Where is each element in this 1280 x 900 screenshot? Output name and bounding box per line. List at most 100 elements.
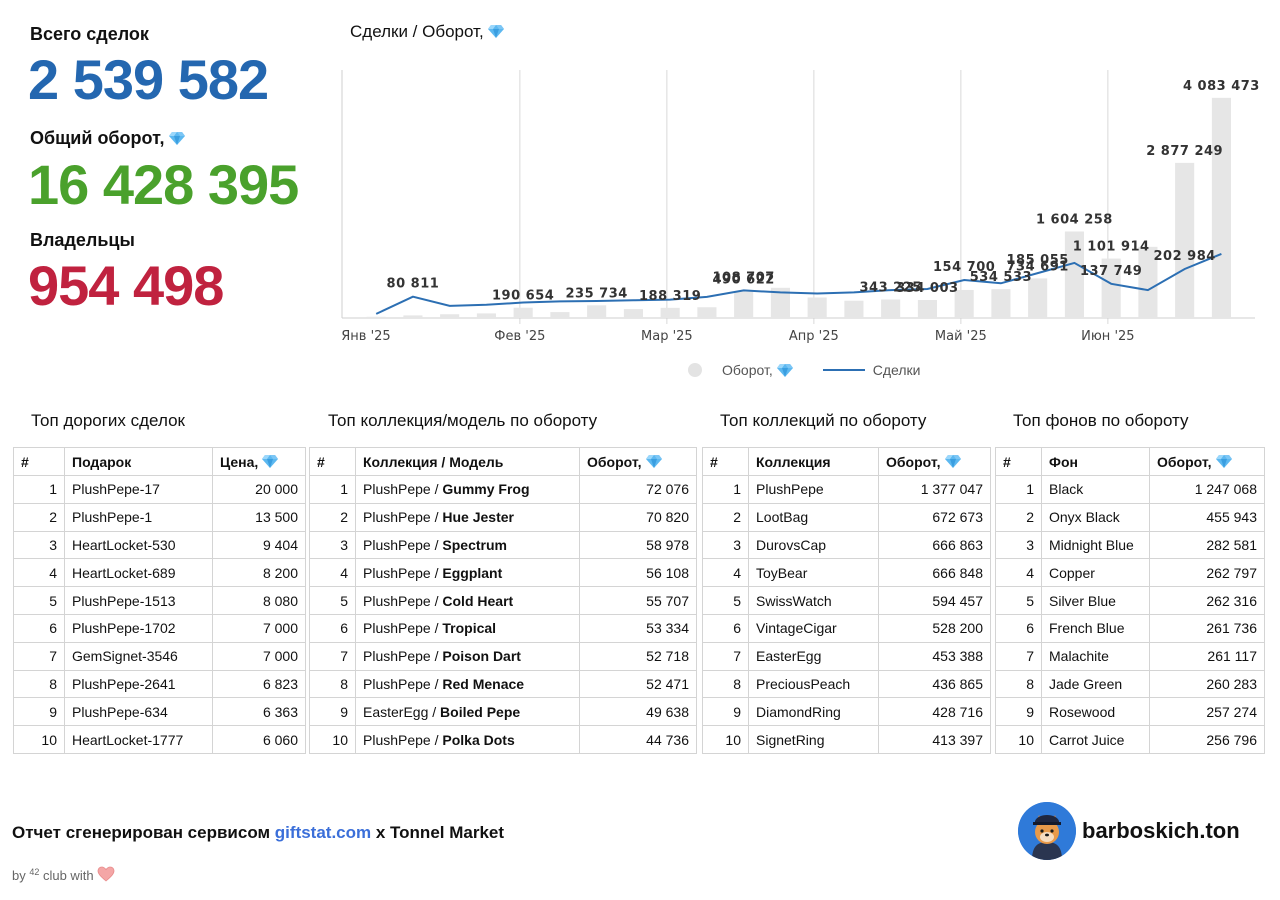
top-deals-title: Топ дорогих сделок xyxy=(31,411,185,430)
table-row: 1 Black 1 247 068 xyxy=(995,475,1265,504)
value-cell: 594 457 xyxy=(878,586,991,615)
byline-club-number: 42 xyxy=(29,867,40,877)
rank-cell: 4 xyxy=(702,558,749,588)
table-row: 3 DurovsCap 666 863 xyxy=(702,530,991,560)
turnover-value-label: 1 604 258 xyxy=(1036,213,1113,228)
turnover-bar xyxy=(1101,258,1121,318)
value-cell: 70 820 xyxy=(579,502,697,532)
table-row: 2 PlushPepe-1 13 500 xyxy=(13,502,306,532)
diamond-icon xyxy=(169,132,185,145)
table-row: 3 PlushPepe / Spectrum 58 978 xyxy=(309,530,697,560)
rank-cell: 2 xyxy=(13,502,65,532)
top-collections-title: Топ коллекций по обороту xyxy=(720,411,927,430)
rank-cell: 10 xyxy=(13,725,65,754)
turnover-bar xyxy=(1028,278,1048,318)
rank-cell: 3 xyxy=(702,530,749,560)
table-header-row: # Коллекция Оборот, xyxy=(702,447,991,476)
name-cell: LootBag xyxy=(748,502,879,532)
legend-deals-marker xyxy=(822,369,865,371)
name-cell: PlushPepe-1 xyxy=(64,502,213,532)
rank-cell: 8 xyxy=(13,669,65,699)
table-row: 9 DiamondRing 428 716 xyxy=(702,697,991,727)
turnover-value-label: 343 225 xyxy=(860,280,922,295)
top-collections-table: # Коллекция Оборот, 1 PlushPepe 1 377 047 2 Loo… xyxy=(702,447,991,754)
turnover-value-label: 490 622 xyxy=(713,273,775,288)
value-cell: 261 117 xyxy=(1149,641,1265,671)
rank-cell: 6 xyxy=(13,613,65,643)
value-cell: 256 796 xyxy=(1149,725,1265,754)
rank-cell: 8 xyxy=(995,669,1042,699)
column-header: Оборот, xyxy=(1149,447,1265,476)
table-header-row: # Подарок Цена, xyxy=(13,447,306,476)
table-row: 5 PlushPepe-1513 8 080 xyxy=(13,586,306,615)
rank-cell: 3 xyxy=(995,530,1042,560)
turnover-bar xyxy=(734,291,754,318)
name-cell: Onyx Black xyxy=(1041,502,1150,532)
rank-cell: 4 xyxy=(995,558,1042,588)
value-cell: 20 000 xyxy=(212,475,306,504)
name-cell: PlushPepe / Hue Jester xyxy=(355,502,580,532)
name-cell: PlushPepe-634 xyxy=(64,697,213,727)
rank-cell: 8 xyxy=(309,669,356,699)
name-cell: EasterEgg / Boiled Pepe xyxy=(355,697,580,727)
table-row: 10 Carrot Juice 256 796 xyxy=(995,725,1265,754)
rank-cell: 10 xyxy=(309,725,356,754)
rank-cell: 5 xyxy=(995,586,1042,615)
table-row: 6 VintageCigar 528 200 xyxy=(702,613,991,643)
value-cell: 56 108 xyxy=(579,558,697,588)
table-row: 7 Malachite 261 117 xyxy=(995,641,1265,671)
value-cell: 6 363 xyxy=(212,697,306,727)
top-models-title: Топ коллекция/модель по обороту xyxy=(328,411,598,430)
turnover-bar xyxy=(1175,162,1195,318)
value-cell: 262 797 xyxy=(1149,558,1265,588)
turnover-value-label: 1 101 914 xyxy=(1073,240,1150,255)
x-tick-label: Май '25 xyxy=(935,329,987,344)
rank-cell: 1 xyxy=(13,475,65,504)
deals-value-label: 108 707 xyxy=(713,270,775,285)
value-cell: 428 716 xyxy=(878,697,991,727)
column-header: # xyxy=(13,447,65,476)
rank-cell: 3 xyxy=(309,530,356,560)
table-row: 6 PlushPepe-1702 7 000 xyxy=(13,613,306,643)
turnover-bar xyxy=(770,287,790,318)
rank-cell: 9 xyxy=(995,697,1042,727)
table-row: 8 PreciousPeach 436 865 xyxy=(702,669,991,699)
column-header: Оборот, xyxy=(878,447,991,476)
rank-cell: 2 xyxy=(309,502,356,532)
value-cell: 72 076 xyxy=(579,475,697,504)
value-cell: 49 638 xyxy=(579,697,697,727)
turnover-bar xyxy=(881,299,901,318)
value-cell: 7 000 xyxy=(212,641,306,671)
owners-value: 954 498 xyxy=(28,254,224,317)
value-cell: 44 736 xyxy=(579,725,697,754)
value-cell: 8 200 xyxy=(212,558,306,588)
rank-cell: 3 xyxy=(13,530,65,560)
table-row: 8 PlushPepe-2641 6 823 xyxy=(13,669,306,699)
value-cell: 8 080 xyxy=(212,586,306,615)
value-cell: 6 060 xyxy=(212,725,306,754)
column-header: Коллекция xyxy=(748,447,879,476)
value-cell: 6 823 xyxy=(212,669,306,699)
name-cell: PlushPepe xyxy=(748,475,879,504)
turnover-value-label: 235 734 xyxy=(566,286,628,301)
turnover-bar xyxy=(513,307,533,318)
name-cell: Black xyxy=(1041,475,1150,504)
giftstat-link[interactable]: giftstat.com xyxy=(274,823,372,842)
table-row: 10 HeartLocket-1777 6 060 xyxy=(13,725,306,754)
name-cell: Carrot Juice xyxy=(1041,725,1150,754)
top-models-table: # Коллекция / Модель Оборот, 1 PlushPepe / G… xyxy=(309,447,697,754)
x-tick-label: Янв '25 xyxy=(341,329,390,344)
total-turnover-value: 16 428 395 xyxy=(28,153,299,216)
name-cell: PreciousPeach xyxy=(748,669,879,699)
name-cell: Copper xyxy=(1041,558,1150,588)
value-cell: 58 978 xyxy=(579,530,697,560)
turnover-bar xyxy=(807,297,827,318)
table-row: 5 PlushPepe / Cold Heart 55 707 xyxy=(309,586,697,615)
diamond-icon xyxy=(777,364,793,377)
rank-cell: 7 xyxy=(13,641,65,671)
owners-label: Владельцы xyxy=(30,230,135,250)
total-deals-label: Всего сделок xyxy=(30,24,149,44)
deals-value-label: 80 811 xyxy=(387,277,440,292)
turnover-bar xyxy=(403,315,423,318)
value-cell: 261 736 xyxy=(1149,613,1265,643)
